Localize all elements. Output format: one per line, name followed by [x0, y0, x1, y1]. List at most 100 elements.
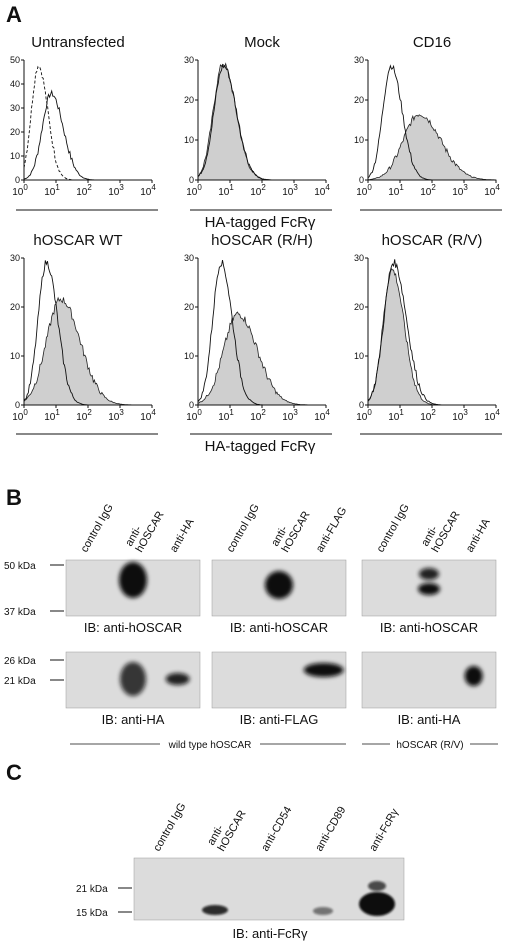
x-tick-exponent: 3	[463, 183, 468, 192]
y-tick-label: 20	[354, 95, 364, 105]
panel-label: C	[6, 760, 22, 785]
x-tick-base: 10	[250, 187, 262, 198]
x-tick-exponent: 2	[431, 183, 436, 192]
x-tick-exponent: 1	[399, 183, 404, 192]
x-tick-base: 10	[76, 412, 88, 423]
blot-caption: IB: anti-hOSCAR	[380, 620, 478, 635]
x-tick-label: 104	[484, 183, 500, 198]
y-tick-label: 0	[359, 175, 364, 185]
size-marker: 26 kDa	[4, 656, 36, 667]
blot-caption: IB: anti-FLAG	[240, 712, 319, 727]
x-tick-base: 10	[484, 412, 496, 423]
axis-label: HA-tagged FcRγ	[205, 214, 316, 231]
size-marker: 21 kDa	[4, 676, 36, 687]
x-tick-base: 10	[314, 412, 326, 423]
x-tick-base: 10	[484, 187, 496, 198]
band	[119, 562, 147, 598]
axis-label: HA-tagged FcRγ	[205, 438, 316, 455]
x-tick-label: 103	[282, 408, 298, 423]
x-tick-exponent: 1	[229, 183, 234, 192]
x-tick-exponent: 1	[55, 183, 60, 192]
y-tick-label: 10	[10, 151, 20, 161]
plot-title: CD16	[413, 34, 451, 51]
x-tick-base: 10	[420, 412, 432, 423]
panel-label: A	[6, 2, 22, 27]
x-tick-base: 10	[356, 412, 368, 423]
x-tick-base: 10	[282, 412, 294, 423]
x-tick-base: 10	[108, 187, 120, 198]
blot-caption: IB: anti-HA	[102, 712, 165, 727]
y-tick-label: 10	[354, 351, 364, 361]
lane-label: anti-CD54	[259, 805, 294, 854]
y-tick-label: 10	[184, 135, 194, 145]
x-tick-label: 101	[388, 183, 404, 198]
x-tick-exponent: 4	[151, 408, 156, 417]
plot-title: Mock	[244, 34, 280, 51]
x-tick-exponent: 2	[87, 183, 92, 192]
lane-label: anti-FcRγ	[367, 806, 401, 853]
x-tick-exponent: 0	[367, 183, 372, 192]
y-tick-label: 50	[10, 55, 20, 65]
x-tick-label: 103	[282, 183, 298, 198]
blot	[133, 857, 405, 921]
y-tick-label: 0	[189, 175, 194, 185]
group-footer: hOSCAR (R/V)	[396, 740, 463, 751]
lane-label: anti-hOSCAR	[419, 503, 462, 554]
x-tick-label: 100	[186, 183, 202, 198]
x-tick-exponent: 2	[431, 408, 436, 417]
x-tick-label: 102	[420, 183, 436, 198]
x-tick-label: 102	[76, 408, 92, 423]
lane-label: control IgG	[79, 502, 116, 555]
lane-label-line: anti-HA	[464, 516, 493, 554]
size-marker: 15 kDa	[76, 908, 108, 919]
blot-caption: IB: anti-FcRγ	[232, 926, 308, 941]
lane-label: anti-CD89	[313, 805, 348, 854]
rule-gap	[390, 738, 470, 750]
x-tick-label: 100	[12, 183, 28, 198]
plot-title: Untransfected	[31, 34, 124, 51]
x-tick-exponent: 0	[197, 183, 202, 192]
blot-caption: IB: anti-HA	[398, 712, 461, 727]
x-tick-base: 10	[108, 412, 120, 423]
band	[303, 663, 344, 677]
plot-title: hOSCAR (R/H)	[211, 232, 313, 249]
size-marker: 21 kDa	[76, 884, 108, 895]
y-tick-label: 0	[189, 400, 194, 410]
histogram-filled	[23, 296, 152, 406]
x-tick-exponent: 3	[119, 183, 124, 192]
band	[265, 571, 293, 599]
x-tick-base: 10	[314, 187, 326, 198]
y-tick-label: 20	[10, 127, 20, 137]
y-tick-label: 30	[354, 55, 364, 65]
histogram-line	[23, 89, 152, 181]
x-tick-label: 101	[218, 408, 234, 423]
blot-caption: IB: anti-hOSCAR	[230, 620, 328, 635]
x-tick-label: 103	[108, 408, 124, 423]
x-tick-label: 103	[108, 183, 124, 198]
y-tick-label: 20	[354, 302, 364, 312]
blot-caption: IB: anti-hOSCAR	[84, 620, 182, 635]
lane-label: anti-hOSCAR	[123, 503, 166, 554]
band	[418, 583, 440, 595]
size-marker: 50 kDa	[4, 561, 36, 572]
x-tick-base: 10	[218, 412, 230, 423]
lane-label-line: anti-FLAG	[314, 505, 349, 554]
x-tick-label: 100	[356, 183, 372, 198]
x-tick-label: 104	[484, 408, 500, 423]
x-tick-base: 10	[140, 187, 152, 198]
band	[120, 662, 146, 696]
x-tick-label: 101	[44, 408, 60, 423]
y-tick-label: 10	[354, 135, 364, 145]
x-tick-exponent: 4	[495, 408, 500, 417]
x-tick-base: 10	[76, 187, 88, 198]
x-tick-label: 101	[218, 183, 234, 198]
x-tick-label: 104	[314, 183, 330, 198]
x-tick-label: 102	[250, 183, 266, 198]
plot-title: hOSCAR WT	[33, 232, 122, 249]
x-tick-exponent: 2	[87, 408, 92, 417]
lane-label-line: control IgG	[151, 801, 188, 854]
lane-label-line: control IgG	[225, 502, 262, 555]
y-tick-label: 20	[10, 302, 20, 312]
x-tick-exponent: 3	[463, 408, 468, 417]
x-tick-exponent: 1	[55, 408, 60, 417]
